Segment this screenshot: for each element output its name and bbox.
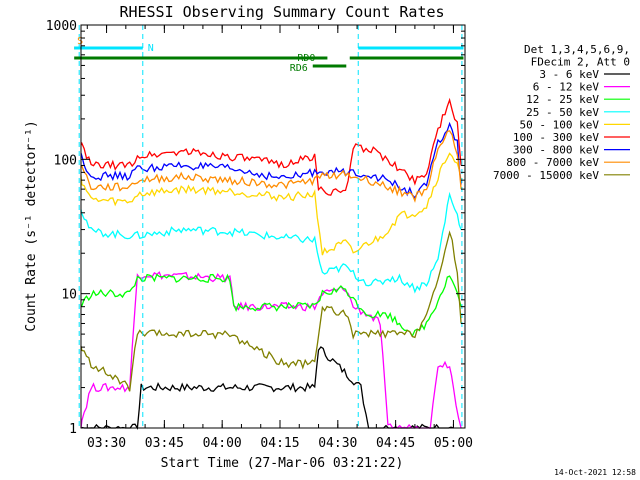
legend-entry-1: 6 - 12 keV: [533, 81, 600, 94]
legend-entry-6: 300 - 800 keV: [513, 144, 599, 157]
x-tick-label-0: 03:30: [87, 436, 126, 451]
legend-header-0: Det 1,3,4,5,6,9,: [524, 43, 630, 56]
series-line-4: [80, 152, 462, 256]
flag-label-0: S: [77, 36, 83, 47]
legend-header-1: FDecim 2, Att 0: [531, 56, 630, 69]
legend-entry-7: 800 - 7000 keV: [506, 156, 599, 169]
x-tick-label-5: 04:45: [376, 436, 415, 451]
y-tick-label-3: 1000: [46, 19, 77, 34]
legend-entry-4: 50 - 100 keV: [520, 118, 600, 131]
legend-entry-5: 100 - 300 keV: [513, 131, 599, 144]
legend-entry-8: 7000 - 15000 keV: [493, 169, 599, 182]
flag-label-3: RD0: [297, 53, 315, 64]
y-tick-label-0: 1: [69, 422, 77, 437]
x-tick-label-3: 04:15: [260, 436, 299, 451]
x-tick-label-4: 04:30: [318, 436, 357, 451]
plot-frame: [80, 24, 466, 429]
timestamp: 14-Oct-2021 12:58: [554, 468, 636, 477]
y-axis-label: Count Rate (s⁻¹ detector⁻¹): [24, 120, 39, 331]
series-line-1: [80, 271, 462, 429]
y-tick-label-1: 10: [61, 288, 77, 303]
legend-entry-3: 25 - 50 keV: [526, 106, 599, 119]
legend-entry-2: 12 - 25 keV: [526, 93, 599, 106]
chart-title: RHESSI Observing Summary Count Rates: [119, 3, 444, 21]
series-line-5: [80, 97, 462, 196]
flag-label-5: RD6: [290, 63, 308, 74]
legend: Det 1,3,4,5,6,9,FDecim 2, Att 03 - 6 keV…: [493, 43, 630, 182]
x-tick-label-6: 05:00: [434, 436, 473, 451]
legend-entry-0: 3 - 6 keV: [539, 68, 599, 81]
series-line-3: [80, 191, 462, 294]
x-axis-label: Start Time (27-Mar-06 03:21:22): [161, 456, 404, 471]
x-tick-label-1: 03:45: [145, 436, 184, 451]
flag-label-1: N: [148, 43, 154, 54]
series-line-2: [80, 273, 462, 338]
y-tick-label-2: 100: [54, 153, 77, 168]
x-tick-label-2: 04:00: [203, 436, 242, 451]
